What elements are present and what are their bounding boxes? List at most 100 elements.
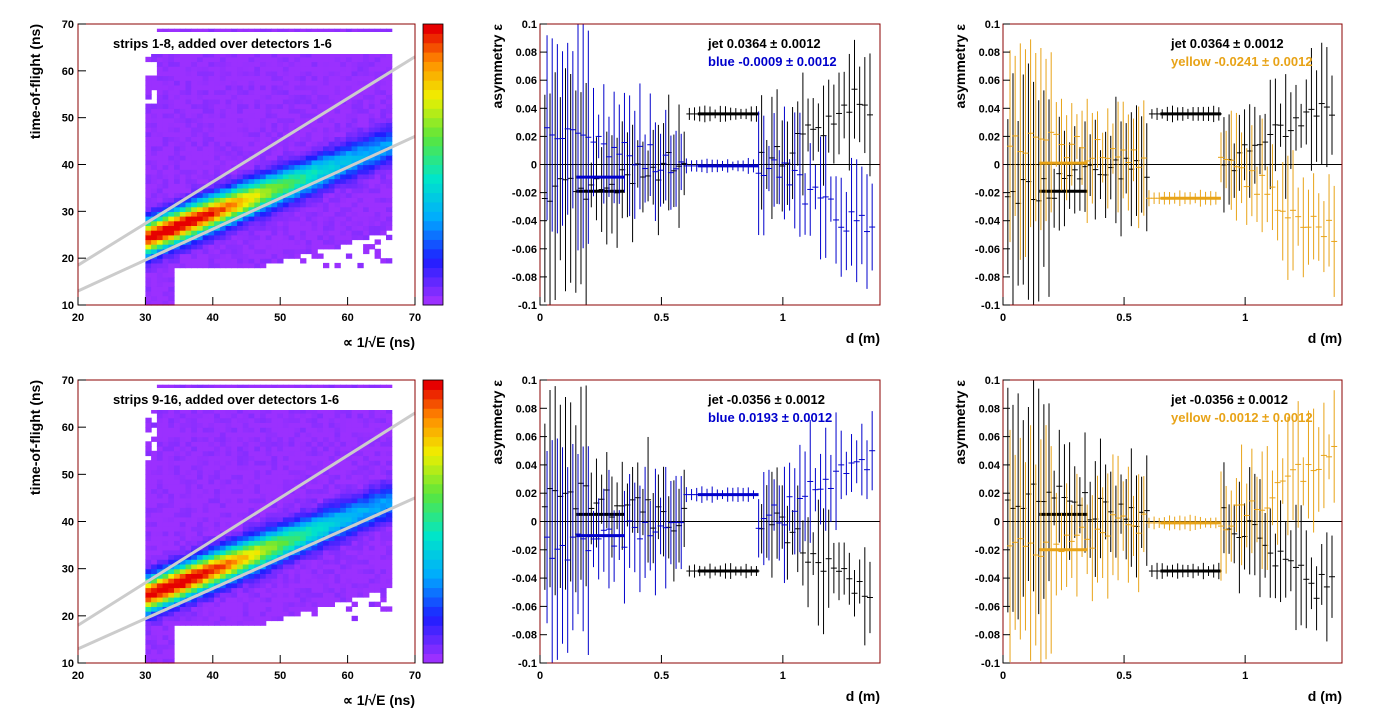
heatmap-cell	[345, 512, 353, 518]
heatmap-cell	[156, 159, 164, 166]
heatmap-cell	[242, 460, 250, 466]
heatmap-cell	[288, 559, 295, 565]
heatmap-cell	[168, 178, 175, 184]
heatmap-cell	[168, 483, 175, 490]
heatmap-cell	[305, 122, 313, 128]
heatmap-cell	[351, 446, 358, 452]
heatmap-cell	[156, 578, 164, 584]
heatmap-cell	[340, 493, 347, 499]
heatmap-cell	[363, 136, 370, 142]
heatmap-cell	[294, 178, 301, 184]
heatmap-cell	[191, 568, 198, 574]
heatmap-cell	[380, 131, 387, 137]
heatmap-cell	[351, 450, 358, 457]
heatmap-cell	[254, 211, 261, 217]
heatmap-cell	[305, 173, 313, 180]
heatmap-cell	[248, 549, 255, 556]
heatmap-cell	[317, 422, 324, 428]
heatmap-cell	[374, 554, 381, 560]
heatmap-cell	[237, 436, 244, 442]
heatmap-cell	[156, 587, 164, 593]
heatmap-cell	[277, 564, 284, 570]
heatmap-cell	[368, 178, 376, 184]
heatmap-cell	[185, 52, 192, 58]
heatmap-cell	[254, 56, 261, 63]
heatmap-cell	[323, 436, 330, 442]
heatmap-cell	[225, 159, 232, 166]
color-bar-cell	[423, 220, 443, 231]
heatmap-cell	[305, 483, 313, 490]
heatmap-cell	[185, 169, 192, 175]
heatmap-cell	[351, 117, 358, 123]
heatmap-cell	[317, 234, 324, 241]
heatmap-cell	[208, 431, 215, 438]
heatmap-cell	[202, 578, 209, 584]
heatmap-cell	[323, 507, 330, 513]
heatmap-cell	[386, 422, 393, 428]
heatmap-cell	[242, 497, 250, 504]
heatmap-cell	[277, 258, 284, 264]
heatmap-cell	[357, 540, 364, 546]
heatmap-cell	[214, 601, 221, 607]
heatmap-cell	[271, 507, 278, 513]
heatmap-cell	[345, 493, 353, 499]
heatmap-cell	[191, 620, 198, 626]
heatmap-cell	[345, 239, 353, 245]
heatmap-cell	[231, 234, 238, 241]
heatmap-cell	[151, 300, 158, 306]
heatmap-cell	[179, 150, 187, 156]
heatmap-cell	[317, 183, 324, 189]
heatmap-cell	[231, 507, 238, 513]
heatmap-cell	[197, 89, 204, 95]
heatmap-cell	[357, 507, 364, 513]
heatmap-cell	[151, 568, 158, 574]
heatmap-cell	[300, 211, 307, 217]
heatmap-cell	[288, 408, 295, 414]
heatmap-cell	[374, 239, 381, 245]
heatmap-cell	[214, 66, 221, 72]
heatmap-cell	[179, 258, 187, 264]
heatmap-cell	[254, 427, 261, 433]
heatmap-cell	[374, 28, 381, 34]
heatmap-cell	[214, 84, 221, 91]
heatmap-cell	[288, 103, 295, 109]
heatmap-cell	[317, 601, 324, 607]
heatmap-cell	[386, 497, 393, 504]
heatmap-cell	[197, 159, 204, 166]
heatmap-cell	[345, 173, 353, 180]
color-bar-cell	[423, 606, 443, 617]
heatmap-cell	[317, 84, 324, 91]
heatmap-cell	[162, 384, 169, 390]
heatmap-cell	[311, 606, 318, 612]
heatmap-cell	[374, 211, 381, 217]
heatmap-cell	[145, 253, 152, 259]
heatmap-cell	[197, 80, 204, 86]
heatmap-cell	[351, 113, 358, 119]
heatmap-cell	[145, 206, 152, 212]
heatmap-cell	[208, 225, 215, 231]
heatmap-cell	[294, 94, 301, 100]
heatmap-cell	[317, 545, 324, 551]
heatmap-cell	[300, 136, 307, 142]
heatmap-cell	[162, 644, 169, 650]
heatmap-cell	[374, 178, 381, 184]
heatmap-cell	[311, 384, 318, 390]
heatmap-cell	[277, 582, 284, 589]
heatmap-cell	[174, 417, 181, 423]
heatmap-cell	[300, 384, 307, 390]
heatmap-cell	[351, 178, 358, 184]
heatmap-cell	[145, 493, 152, 499]
heatmap-cell	[357, 183, 364, 189]
heatmap-cell	[271, 545, 278, 551]
heatmap-cell	[386, 211, 393, 217]
heatmap-cell	[208, 545, 215, 551]
heatmap-cell	[294, 103, 301, 109]
heatmap-cell	[219, 431, 227, 438]
heatmap-cell	[168, 469, 175, 475]
heatmap-cell	[254, 582, 261, 589]
heatmap-cell	[323, 497, 330, 504]
heatmap-cell	[363, 535, 370, 541]
heatmap-cell	[288, 169, 295, 175]
heatmap-cell	[202, 103, 209, 109]
heatmap-cell	[151, 653, 158, 659]
